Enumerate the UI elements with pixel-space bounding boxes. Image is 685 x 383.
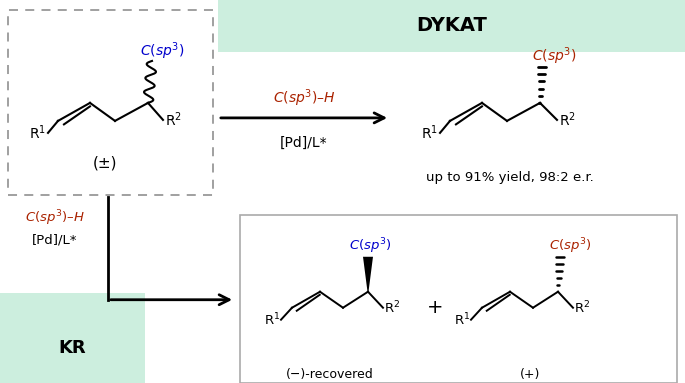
Text: R$^2$: R$^2$ bbox=[558, 111, 575, 129]
Text: $C(sp^3)$: $C(sp^3)$ bbox=[549, 236, 591, 255]
Text: R$^1$: R$^1$ bbox=[421, 124, 438, 142]
FancyBboxPatch shape bbox=[240, 215, 677, 383]
Text: +: + bbox=[427, 298, 443, 317]
Polygon shape bbox=[0, 293, 145, 383]
Polygon shape bbox=[218, 0, 685, 52]
Text: KR: KR bbox=[58, 339, 86, 357]
FancyBboxPatch shape bbox=[8, 10, 213, 195]
Text: (±): (±) bbox=[92, 155, 117, 170]
Text: $C(sp^3)$: $C(sp^3)$ bbox=[140, 40, 184, 62]
Text: R$^2$: R$^2$ bbox=[574, 300, 590, 316]
Text: DYKAT: DYKAT bbox=[416, 16, 488, 36]
Text: $C(sp^3)$–H: $C(sp^3)$–H bbox=[273, 87, 336, 109]
Text: (+): (+) bbox=[520, 368, 540, 381]
Text: $C(sp^3)$: $C(sp^3)$ bbox=[532, 45, 576, 67]
Text: (−)-recovered: (−)-recovered bbox=[286, 368, 374, 381]
Text: R$^1$: R$^1$ bbox=[454, 311, 470, 328]
Text: $C(sp^3)$–H: $C(sp^3)$–H bbox=[25, 208, 85, 228]
Text: $C(sp^3)$: $C(sp^3)$ bbox=[349, 236, 391, 255]
Text: [Pd]/L*: [Pd]/L* bbox=[280, 136, 328, 150]
Polygon shape bbox=[363, 257, 373, 292]
Text: R$^2$: R$^2$ bbox=[384, 300, 400, 316]
Text: R$^1$: R$^1$ bbox=[264, 311, 280, 328]
Text: R$^2$: R$^2$ bbox=[164, 111, 182, 129]
Text: [Pd]/L*: [Pd]/L* bbox=[32, 233, 78, 246]
Text: R$^1$: R$^1$ bbox=[29, 124, 47, 142]
Text: up to 91% yield, 98:2 e.r.: up to 91% yield, 98:2 e.r. bbox=[426, 171, 594, 184]
